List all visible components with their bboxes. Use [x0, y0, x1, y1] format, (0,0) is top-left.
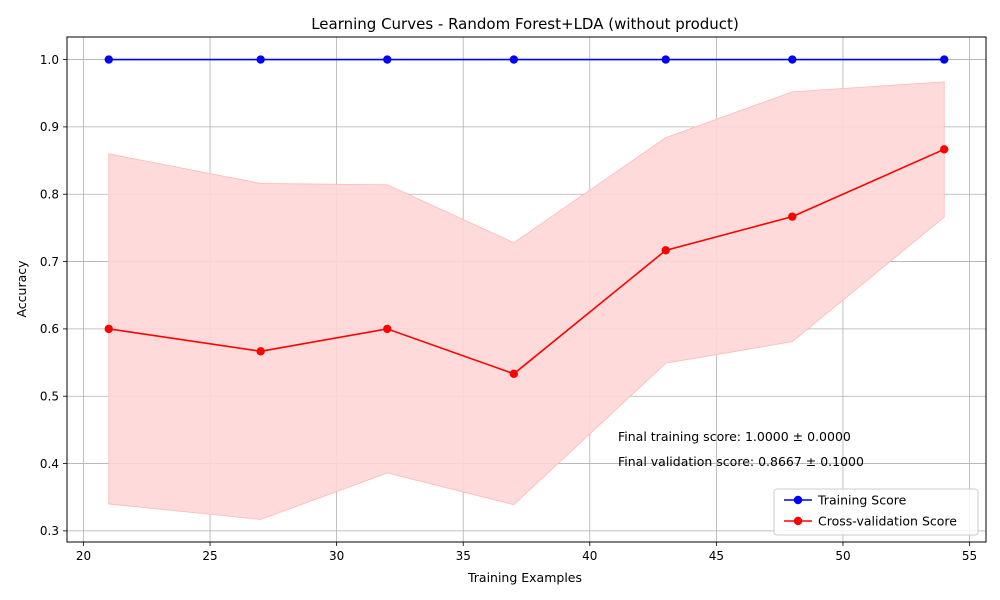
y-tick-label: 0.8	[40, 188, 59, 202]
x-tick-label: 35	[456, 549, 471, 563]
x-tick-label: 55	[962, 549, 977, 563]
x-axis-label: Training Examples	[467, 570, 582, 585]
y-tick-label: 0.9	[40, 120, 59, 134]
y-tick-label: 0.4	[40, 457, 59, 471]
x-tick-label: 50	[835, 549, 850, 563]
final-validation-score-annotation: Final validation score: 0.8667 ± 0.1000	[618, 454, 864, 469]
training-score-point	[383, 55, 392, 64]
axis-ticks: 20 25 30 35 40 45 50 55 0.3 0.4 0.5 0.6 0.7 0.8 0.9 1.0	[40, 53, 977, 563]
x-tick-label: 20	[76, 549, 91, 563]
validation-score-point	[661, 246, 670, 255]
validation-score-point	[940, 145, 949, 154]
training-score-point	[509, 55, 519, 64]
y-tick-label: 0.5	[40, 390, 59, 404]
validation-score-point	[256, 347, 265, 356]
validation-score-point	[509, 369, 519, 379]
training-score-point	[661, 55, 670, 64]
validation-score-point	[383, 324, 392, 334]
training-score-point	[256, 55, 265, 64]
training-score-point	[940, 55, 949, 64]
y-tick-label: 0.3	[40, 524, 59, 538]
final-training-score-annotation: Final training score: 1.0000 ± 0.0000	[618, 429, 851, 444]
confidence-bands	[108, 81, 945, 520]
legend-label-validation: Cross-validation Score	[818, 514, 957, 529]
legend-swatch-training-marker	[793, 495, 803, 505]
y-tick-label: 0.7	[40, 255, 59, 269]
training-score-point	[104, 55, 113, 64]
x-tick-label: 45	[709, 549, 724, 563]
y-tick-label: 1.0	[40, 53, 59, 67]
validation-score-band	[108, 81, 945, 520]
y-tick-label: 0.6	[40, 322, 59, 336]
plot-frame	[66, 36, 987, 543]
validation-score-point	[788, 212, 797, 221]
x-tick-label: 25	[202, 549, 217, 563]
x-tick-label: 40	[582, 549, 597, 563]
y-axis-label: Accuracy	[14, 260, 29, 318]
legend-label-training: Training Score	[817, 493, 907, 508]
legend-swatch-validation-marker	[793, 516, 803, 526]
legend: Training Score Cross-validation Score	[773, 488, 979, 536]
training-score-point	[788, 55, 797, 64]
legend-box	[773, 488, 979, 536]
chart-title: Learning Curves - Random Forest+LDA (wit…	[311, 15, 739, 33]
series-lines	[104, 55, 949, 379]
x-tick-label: 30	[329, 549, 344, 563]
validation-score-point	[104, 324, 113, 334]
